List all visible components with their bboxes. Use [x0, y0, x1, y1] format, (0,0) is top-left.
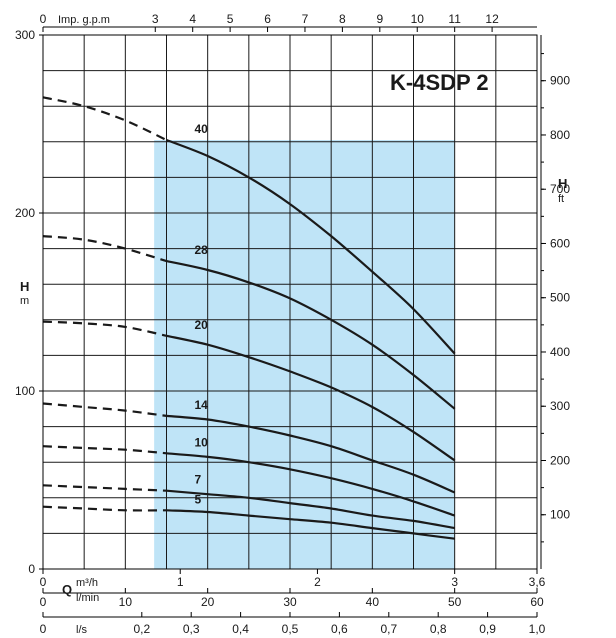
x-m3h-tick-label: 0 — [40, 575, 47, 589]
y-axis-left-label: H — [20, 279, 29, 294]
top-tick-label: 3 — [152, 12, 159, 26]
x-ls-tick-label: 0,3 — [183, 622, 200, 636]
y-right-tick-label: 800 — [550, 128, 570, 142]
curve-label-40: 40 — [194, 122, 208, 136]
top-tick-label: 11 — [448, 12, 461, 26]
x-axis-label: Q — [62, 582, 72, 597]
top-tick-label: 10 — [411, 12, 425, 26]
curve-label-20: 20 — [194, 318, 208, 332]
y-right-tick-label: 600 — [550, 236, 570, 250]
curve-14 — [166, 414, 456, 494]
curve-14-dashed — [42, 402, 167, 417]
curve-10-dashed — [42, 445, 167, 455]
curve-5 — [166, 509, 455, 540]
y-right-tick-label: 100 — [550, 508, 570, 522]
curve-7-dashed — [42, 484, 167, 492]
x-lmin-tick-label: 60 — [530, 595, 544, 609]
x-m3h-tick-label: 1 — [177, 575, 184, 589]
y-right-tick-label: 300 — [550, 399, 570, 413]
top-tick-label: 6 — [264, 12, 271, 26]
curve-40 — [166, 138, 456, 355]
y-axis-left-unit: m — [20, 295, 29, 307]
x-ls-tick-label: 0,2 — [133, 622, 150, 636]
x-lmin-tick-label: 0 — [40, 595, 47, 609]
y-left-tick-label: 300 — [15, 28, 35, 42]
curve-20-dashed — [42, 320, 167, 337]
x-m3h-tick-label: 3,6 — [529, 575, 546, 589]
curve-label-14: 14 — [194, 398, 208, 412]
x-ls-tick-label: 0,5 — [282, 622, 299, 636]
y-right-tick-label: 400 — [550, 345, 570, 359]
x-lmin-tick-label: 50 — [448, 595, 462, 609]
x-ls-tick-label: 0,9 — [479, 622, 496, 636]
x-lmin-tick-label: 40 — [366, 595, 380, 609]
curve-label-10: 10 — [194, 435, 208, 449]
curve-label-5: 5 — [194, 492, 201, 506]
y-left-tick-label: 0 — [28, 562, 35, 576]
x-lmin-tick-label: 30 — [283, 595, 297, 609]
top-tick-label: 9 — [376, 12, 383, 26]
curve-40-dashed — [42, 96, 167, 141]
top-tick-label: 4 — [189, 12, 196, 26]
curve-28 — [166, 260, 456, 410]
x-m3h-tick-label: 3 — [451, 575, 458, 589]
x-axis-unit-ls: l/s — [76, 624, 88, 636]
top-tick-label: 7 — [302, 12, 309, 26]
top-tick-label: 0 — [40, 12, 47, 26]
y-axis-right-unit: ft — [558, 193, 564, 205]
plot-frame — [42, 34, 538, 570]
x-ls-tick-label: 0,6 — [331, 622, 348, 636]
y-left-tick-label: 200 — [15, 206, 35, 220]
curve-28-dashed — [42, 235, 167, 263]
top-tick-label: 12 — [485, 12, 499, 26]
top-tick-label: 5 — [227, 12, 234, 26]
top-tick-label: 8 — [339, 12, 346, 26]
x-axis-unit-lmin: l/min — [76, 592, 99, 604]
chart-title: K-4SDP 2 — [390, 70, 489, 95]
y-axis-right-label: H — [558, 176, 567, 191]
x-ls-tick-label: 0,8 — [430, 622, 447, 636]
grid — [42, 34, 538, 570]
curve-label-28: 28 — [194, 243, 208, 257]
curve-label-7: 7 — [194, 473, 201, 487]
y-right-tick-label: 500 — [550, 291, 570, 305]
x-ls-tick-label: 0,7 — [380, 622, 397, 636]
x-ls-tick-label: 0,4 — [232, 622, 249, 636]
curve-5-dashed — [42, 505, 167, 512]
curves: 40 28 20 14 10 7 5 — [42, 96, 456, 540]
y-right-tick-label: 900 — [550, 74, 570, 88]
y-left-tick-label: 100 — [15, 384, 35, 398]
x-ls-tick-label: 0 — [40, 622, 47, 636]
x-m3h-tick-label: 2 — [314, 575, 321, 589]
top-axis-label: Imp. g.p.m — [58, 14, 110, 26]
curve-7 — [166, 489, 455, 530]
y-right-tick-label: 200 — [550, 453, 570, 467]
y-right-tick-label: 700 — [550, 182, 570, 196]
x-lmin-tick-label: 10 — [119, 595, 133, 609]
curve-10 — [166, 452, 456, 517]
x-lmin-tick-label: 20 — [201, 595, 215, 609]
x-axis-unit-m3h: m³/h — [76, 577, 98, 589]
x-ls-tick-label: 1,0 — [529, 622, 546, 636]
curve-20 — [166, 334, 456, 462]
